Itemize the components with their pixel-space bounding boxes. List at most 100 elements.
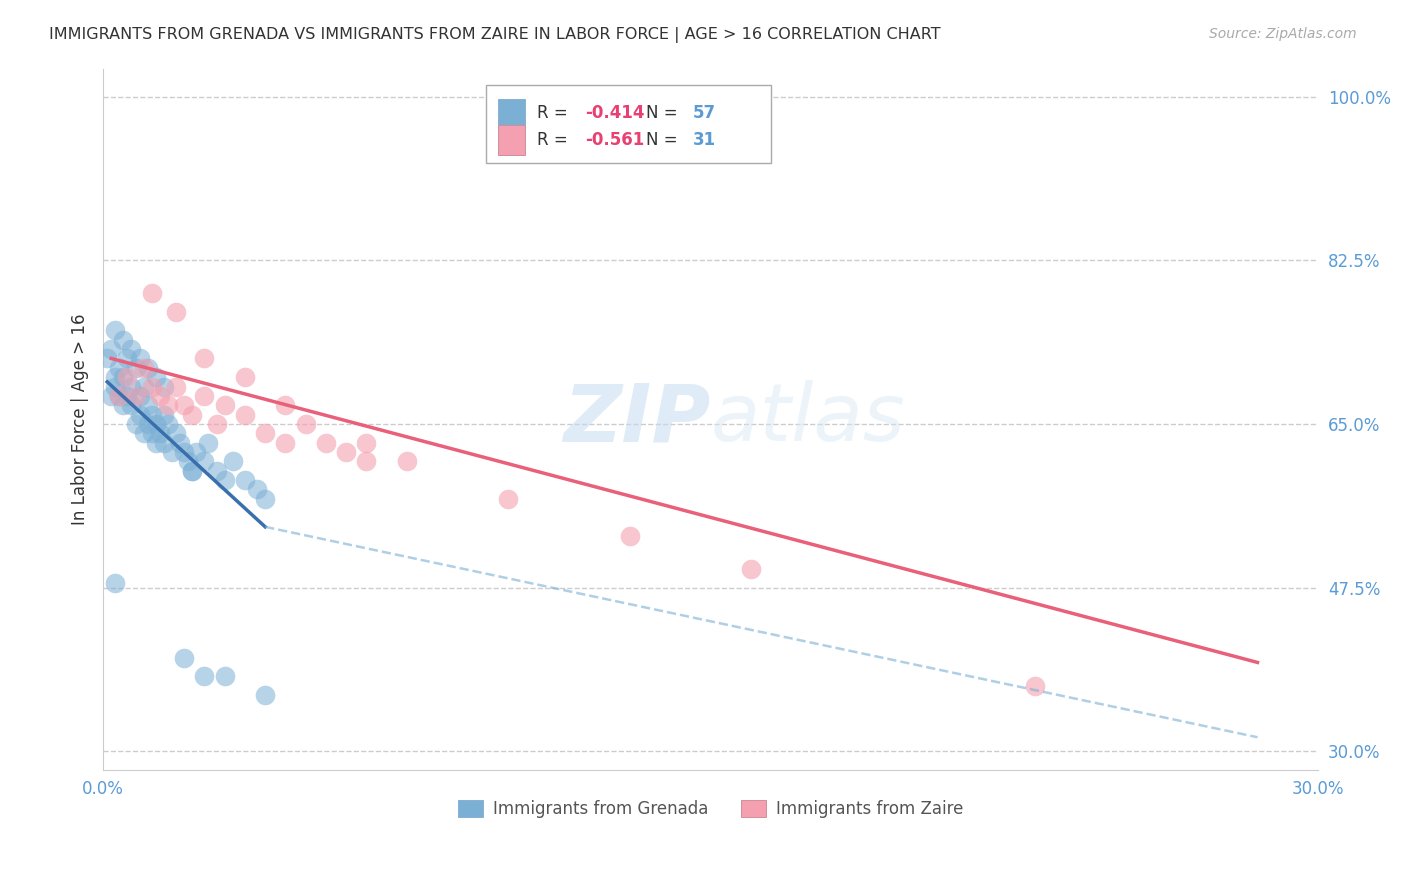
Point [104,576,127,591]
Point [294,417,316,431]
Point [117,370,139,384]
Point [356,454,378,468]
Point [145,417,167,431]
Point [128,408,150,422]
Point [173,650,195,665]
Point [121,379,143,393]
Point [173,398,195,412]
Point [132,360,155,375]
Text: atlas: atlas [710,380,905,458]
Text: N =: N = [647,104,683,122]
Point [108,389,131,403]
Point [117,351,139,366]
Point [156,398,179,412]
Point [141,285,163,300]
Point [169,435,191,450]
Point [124,389,146,403]
Point [149,389,172,403]
Point [141,408,163,422]
Point [141,426,163,441]
Point [100,342,122,356]
Point [315,435,337,450]
Point [233,408,256,422]
Point [153,435,176,450]
Point [186,445,208,459]
Point [156,417,179,431]
Point [356,435,378,450]
Point [153,408,176,422]
Text: N =: N = [647,131,683,149]
Point [165,304,187,318]
Point [136,360,159,375]
FancyBboxPatch shape [486,85,772,163]
Point [104,323,127,337]
Point [197,435,219,450]
Point [395,454,418,468]
Point [205,464,228,478]
Point [104,379,127,393]
Point [214,473,236,487]
Point [100,389,122,403]
Point [132,426,155,441]
Point [128,389,150,403]
Point [117,389,139,403]
Text: R =: R = [537,104,572,122]
Point [160,445,183,459]
Text: -0.414: -0.414 [585,104,645,122]
Point [246,483,269,497]
Point [205,417,228,431]
Point [124,360,146,375]
Point [153,379,176,393]
Point [141,379,163,393]
Point [496,491,519,506]
Point [112,398,135,412]
Point [1024,679,1046,693]
Point [173,445,195,459]
Point [193,351,215,366]
Point [128,351,150,366]
Point [132,379,155,393]
Text: 31: 31 [693,131,716,149]
Point [165,426,187,441]
Point [233,473,256,487]
Point [254,426,277,441]
Point [214,669,236,683]
Point [254,688,277,702]
Point [149,426,172,441]
Text: R =: R = [537,131,572,149]
Point [254,491,277,506]
Point [274,435,297,450]
Point [124,417,146,431]
Point [112,333,135,347]
Point [233,370,256,384]
Point [193,454,215,468]
Text: -0.561: -0.561 [585,131,645,149]
Point [121,398,143,412]
Point [193,669,215,683]
Point [181,464,204,478]
Point [274,398,297,412]
Y-axis label: In Labor Force | Age > 16: In Labor Force | Age > 16 [72,313,89,525]
Bar [498,126,524,155]
Point [96,351,118,366]
Point [165,379,187,393]
Point [181,408,204,422]
Point [136,417,159,431]
Bar [498,99,524,128]
Point [619,529,641,543]
Text: Source: ZipAtlas.com: Source: ZipAtlas.com [1209,27,1357,41]
Point [740,562,762,576]
Point [112,370,135,384]
Text: 57: 57 [693,104,716,122]
Point [214,398,236,412]
Point [177,454,200,468]
Point [121,342,143,356]
Point [335,445,357,459]
Text: IMMIGRANTS FROM GRENADA VS IMMIGRANTS FROM ZAIRE IN LABOR FORCE | AGE > 16 CORRE: IMMIGRANTS FROM GRENADA VS IMMIGRANTS FR… [49,27,941,43]
Point [181,464,204,478]
Point [145,370,167,384]
Point [145,435,167,450]
Legend: Immigrants from Grenada, Immigrants from Zaire: Immigrants from Grenada, Immigrants from… [451,793,970,825]
Text: ZIP: ZIP [564,380,710,458]
Point [104,370,127,384]
